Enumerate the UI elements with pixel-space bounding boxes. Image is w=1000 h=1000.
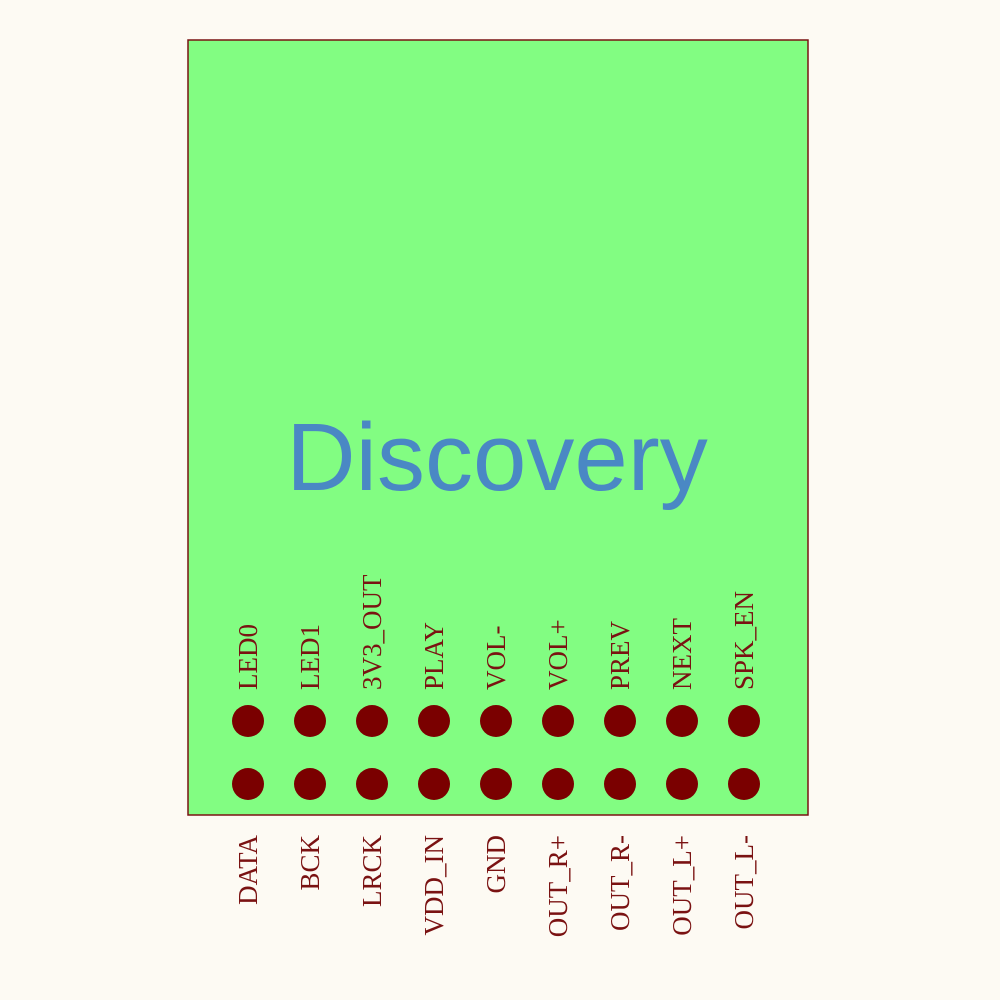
pin-label: OUT_R+ [543,835,573,937]
pad [294,705,326,737]
pad [232,768,264,800]
pin-label: LED0 [233,624,263,690]
pin-label: OUT_L+ [667,835,697,936]
pad [294,768,326,800]
pad [666,705,698,737]
pad [542,768,574,800]
pad [604,768,636,800]
pad [418,768,450,800]
pin-label: SPK_EN [729,591,759,690]
pin-label: NEXT [667,618,697,690]
pad [480,768,512,800]
pin-label: BCK [295,835,325,891]
pin-label: VDD_IN [419,835,449,936]
pad [232,705,264,737]
pin-label: 3V3_OUT [357,574,387,690]
pad [728,705,760,737]
pin-label: GND [481,835,511,894]
pad [542,705,574,737]
pin-label: LRCK [357,835,387,908]
pad [666,768,698,800]
pad [418,705,450,737]
pin-label: OUT_L- [729,835,759,929]
pin-label: VOL+ [543,619,573,690]
pin-label: PLAY [419,622,449,690]
pad [604,705,636,737]
pin-label: DATA [233,835,263,905]
pad [356,705,388,737]
pin-label: LED1 [295,624,325,690]
pad [728,768,760,800]
board-title: Discovery [286,404,707,511]
pin-label: VOL- [481,626,511,690]
board-outline [187,39,809,816]
pin-label: OUT_R- [605,835,635,931]
pad [480,705,512,737]
pin-label: PREV [605,620,635,690]
pad [356,768,388,800]
